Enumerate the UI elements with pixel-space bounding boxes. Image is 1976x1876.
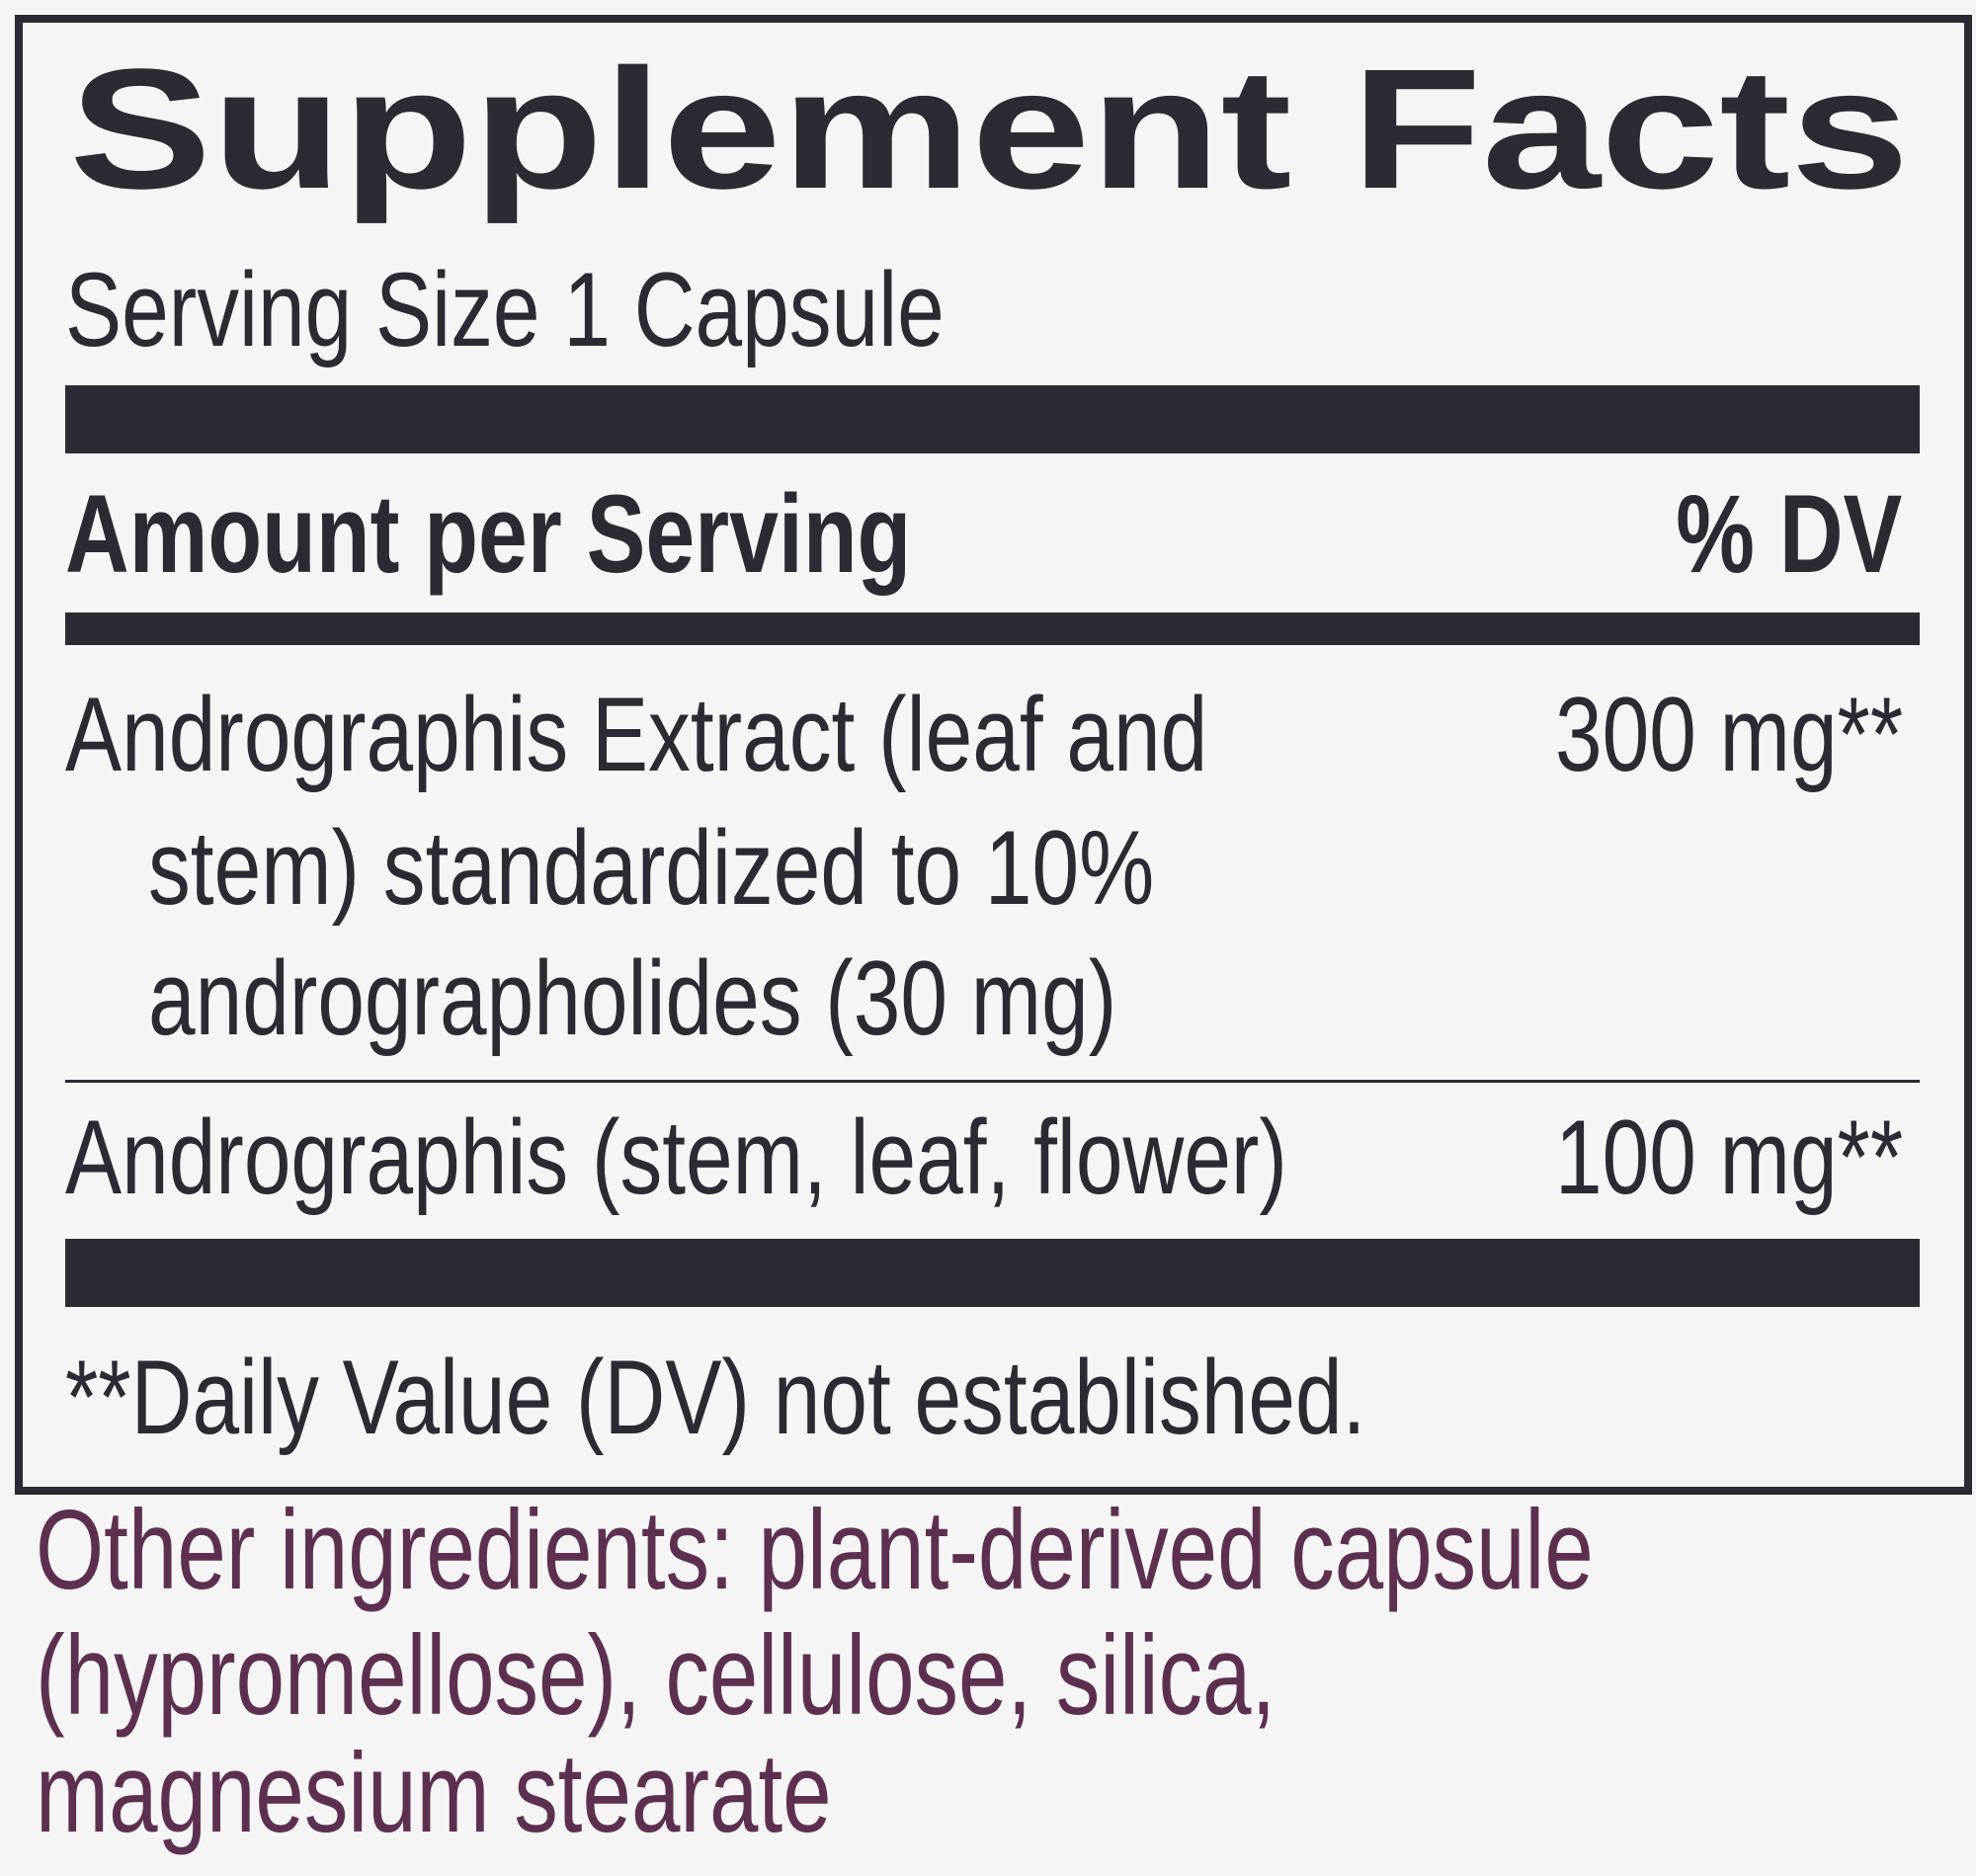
amount-per-serving-header: Amount per Serving <box>65 472 912 596</box>
ingredient-amount: 100 mg** <box>1554 1098 1903 1216</box>
ingredient-name-line: Andrographis (stem, leaf, flower) <box>65 1098 1287 1216</box>
dv-header: % DV <box>1675 472 1902 596</box>
footnote: **Daily Value (DV) not established. <box>65 1338 1366 1456</box>
other-ingredients-line: magnesium stearate <box>36 1731 832 1856</box>
thick-divider <box>65 385 1920 453</box>
ingredient-name-line: stem) standardized to 10% <box>148 808 1155 927</box>
ingredient-amount: 300 mg** <box>1554 675 1903 793</box>
other-ingredients-line: Other ingredients: plant-derived capsule <box>36 1488 1594 1613</box>
ingredient-name-line: andrographolides (30 mg) <box>148 938 1117 1057</box>
panel-title: Supplement Facts <box>69 33 1910 224</box>
ingredient-name-line: Andrographis Extract (leaf and <box>65 675 1208 793</box>
serving-size: Serving Size 1 Capsule <box>65 250 945 368</box>
thin-divider <box>65 1080 1920 1083</box>
medium-divider <box>65 612 1920 645</box>
other-ingredients-line: (hypromellose), cellulose, silica, <box>36 1613 1276 1739</box>
thick-divider <box>65 1239 1920 1307</box>
supplement-facts-panel <box>15 15 1972 1495</box>
